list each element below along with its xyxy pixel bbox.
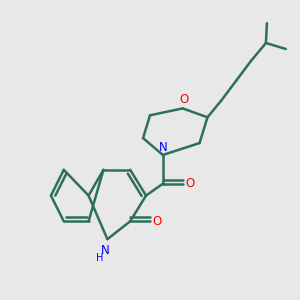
Text: N: N [158,141,167,154]
Text: O: O [185,177,194,190]
Text: O: O [179,93,188,106]
Text: O: O [152,215,162,228]
Text: N: N [101,244,110,257]
Text: H: H [96,253,103,263]
